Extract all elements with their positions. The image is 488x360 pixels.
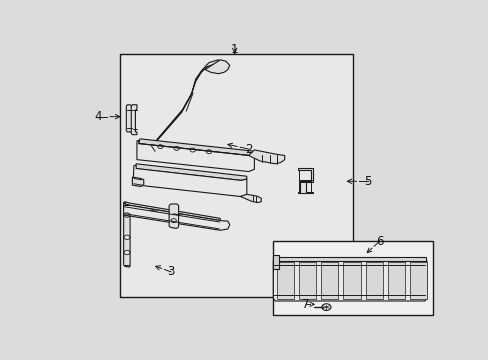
Text: 4: 4 [94, 110, 102, 123]
Polygon shape [240, 194, 261, 203]
Polygon shape [126, 105, 132, 132]
Text: 7: 7 [301, 298, 309, 311]
Bar [273, 242, 432, 315]
Polygon shape [135, 164, 246, 180]
Polygon shape [123, 202, 229, 230]
Polygon shape [365, 262, 382, 299]
Polygon shape [139, 139, 254, 156]
Polygon shape [205, 60, 229, 74]
Polygon shape [137, 140, 254, 172]
Polygon shape [297, 168, 312, 193]
Polygon shape [299, 262, 316, 299]
Polygon shape [146, 60, 220, 159]
Text: 1: 1 [230, 43, 238, 56]
Bar [120, 54, 352, 297]
Polygon shape [248, 150, 284, 164]
Polygon shape [124, 202, 220, 221]
Polygon shape [321, 262, 338, 299]
Polygon shape [387, 262, 404, 299]
Text: 2: 2 [244, 143, 252, 156]
Polygon shape [132, 177, 143, 186]
Text: 5: 5 [364, 175, 371, 188]
Polygon shape [131, 105, 137, 135]
Polygon shape [277, 262, 294, 299]
Polygon shape [274, 257, 425, 261]
Polygon shape [169, 204, 178, 228]
Polygon shape [133, 165, 246, 197]
Polygon shape [409, 262, 426, 299]
Text: 6: 6 [375, 235, 383, 248]
Polygon shape [273, 255, 279, 269]
Polygon shape [123, 204, 130, 267]
Text: 3: 3 [167, 265, 174, 278]
Polygon shape [273, 258, 426, 301]
Polygon shape [343, 262, 360, 299]
